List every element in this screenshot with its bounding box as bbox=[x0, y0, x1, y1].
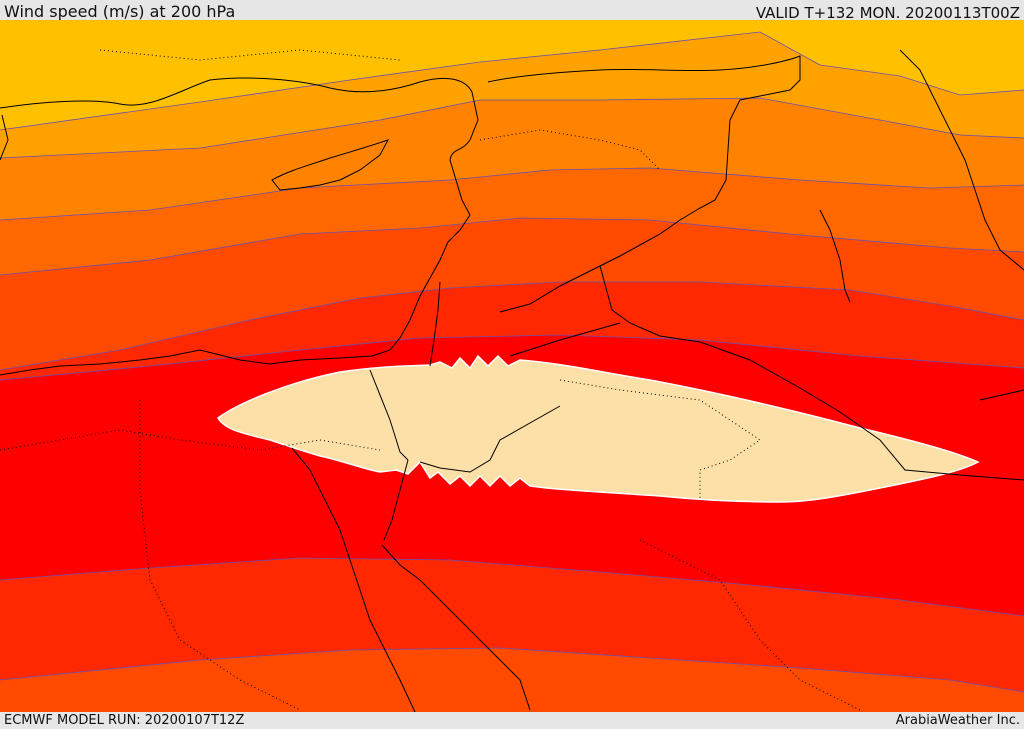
contour-line bbox=[0, 217, 1024, 276]
cyprus-outline bbox=[271, 139, 390, 191]
jordan-river bbox=[429, 281, 441, 367]
internal-boundaries bbox=[0, 49, 861, 711]
speed-contour-lines bbox=[0, 31, 1024, 693]
contour-line bbox=[0, 97, 1024, 159]
map-canvas bbox=[0, 20, 1024, 712]
greece-coast bbox=[0, 114, 9, 161]
wind-band-6 bbox=[0, 282, 1024, 380]
coastlines-and-borders bbox=[0, 49, 1024, 712]
gulf-islands bbox=[819, 209, 851, 303]
gulf-of-aqaba bbox=[383, 459, 409, 541]
turkey-internal-boundary bbox=[479, 129, 661, 171]
footer-bar: ECMWF MODEL RUN: 20200107T12Z ArabiaWeat… bbox=[0, 712, 1024, 729]
header-bar: Wind speed (m/s) at 200 hPa VALID T+132 … bbox=[0, 0, 1024, 22]
wind-band-1 bbox=[0, 20, 1024, 130]
contour-line bbox=[0, 281, 1024, 371]
jordan-iraq-border bbox=[509, 322, 621, 357]
contour-line bbox=[0, 31, 1024, 131]
contour-line bbox=[0, 334, 1024, 381]
wind-band-5 bbox=[0, 218, 1024, 370]
southeast-internal-boundary bbox=[639, 539, 861, 711]
red-sea-east-coast bbox=[381, 544, 531, 711]
contour-line bbox=[0, 167, 1024, 221]
mediterranean-coastline bbox=[0, 77, 479, 376]
contour-line bbox=[0, 647, 1024, 693]
saudi-internal-boundary bbox=[559, 379, 761, 500]
red-sea-west-coast bbox=[291, 447, 416, 712]
gulf-coast-east bbox=[979, 389, 1024, 401]
egypt-israel-border bbox=[369, 369, 409, 461]
contour-line bbox=[0, 557, 1024, 617]
wind-band-5-south bbox=[0, 648, 1024, 712]
wind-band-2 bbox=[0, 32, 1024, 158]
model-run-label: ECMWF MODEL RUN: 20200107T12Z bbox=[4, 713, 245, 728]
map-title: Wind speed (m/s) at 200 hPa bbox=[4, 2, 236, 21]
wind-band-3 bbox=[0, 98, 1024, 220]
jet-core-region bbox=[217, 354, 980, 503]
iran-border bbox=[899, 49, 1024, 271]
valid-time: VALID T+132 MON. 20200113T00Z bbox=[755, 4, 1020, 22]
iraq-saudi-border bbox=[599, 265, 1024, 481]
wind-speed-map bbox=[0, 20, 1024, 712]
credit-label: ArabiaWeather Inc. bbox=[895, 713, 1020, 728]
syria-iraq-border bbox=[487, 55, 801, 313]
saudi-jordan-border bbox=[419, 405, 561, 473]
wind-band-6-south bbox=[0, 558, 1024, 692]
egypt-internal-boundary bbox=[0, 429, 381, 451]
